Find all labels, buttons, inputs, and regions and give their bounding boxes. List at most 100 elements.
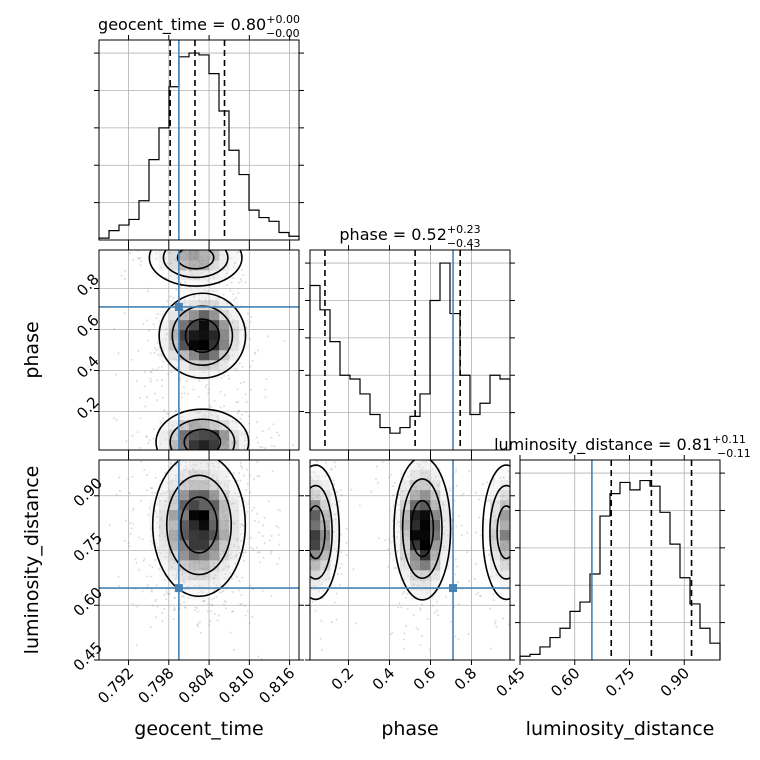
- scatter-point: [389, 473, 392, 476]
- scatter-point: [237, 410, 240, 413]
- scatter-point: [338, 499, 341, 502]
- scatter-point: [183, 392, 186, 395]
- scatter-point: [238, 281, 241, 284]
- scatter-point: [165, 332, 168, 335]
- scatter-point: [333, 483, 336, 486]
- density-cell: [189, 340, 200, 351]
- density-cell: [310, 530, 321, 541]
- scatter-point: [437, 485, 440, 488]
- scatter-point: [193, 296, 196, 299]
- density-cell: [179, 270, 190, 281]
- scatter-point: [513, 502, 515, 504]
- scatter-point: [146, 339, 149, 342]
- density-cell: [199, 560, 210, 571]
- density-cell: [330, 560, 341, 571]
- scatter-point: [431, 604, 434, 607]
- density-cell: [430, 580, 441, 591]
- contour-line: [169, 418, 236, 450]
- scatter-point: [237, 465, 239, 467]
- density-cell: [159, 500, 170, 511]
- scatter-point: [240, 328, 243, 331]
- scatter-point: [484, 518, 487, 521]
- scatter-point: [197, 591, 200, 594]
- scatter-point: [485, 430, 487, 432]
- scatter-point: [150, 588, 153, 591]
- density-cell: [480, 520, 491, 531]
- scatter-point: [277, 533, 280, 536]
- scatter-point: [199, 455, 201, 457]
- scatter-point: [141, 538, 144, 541]
- scatter-point: [235, 421, 238, 424]
- scatter-point: [270, 550, 273, 553]
- scatter-point: [398, 493, 401, 496]
- density-cell: [219, 430, 230, 441]
- scatter-point: [224, 483, 227, 486]
- scatter-point: [256, 551, 259, 554]
- scatter-point: [474, 562, 477, 565]
- scatter-point: [204, 297, 207, 300]
- density-cell: [209, 310, 220, 321]
- scatter-point: [212, 581, 215, 584]
- scatter-point: [407, 475, 410, 478]
- density-cell: [179, 470, 190, 481]
- scatter-point: [513, 540, 515, 542]
- scatter-point: [387, 548, 390, 551]
- scatter-point: [197, 411, 200, 414]
- scatter-point: [418, 464, 421, 467]
- scatter-point: [212, 577, 215, 580]
- scatter-point: [294, 534, 296, 536]
- scatter-point: [308, 522, 310, 524]
- scatter-point: [203, 457, 205, 459]
- scatter-point: [200, 271, 203, 274]
- scatter-point: [398, 521, 401, 524]
- scatter-point: [156, 503, 159, 506]
- density-cell: [209, 500, 220, 511]
- scatter-point: [211, 476, 214, 479]
- scatter-point: [205, 290, 208, 293]
- scatter-point: [231, 610, 234, 613]
- scatter-point: [492, 480, 495, 483]
- scatter-point: [214, 663, 216, 665]
- density-cell: [430, 490, 441, 501]
- panel-border: [309, 249, 511, 451]
- density-cell: [500, 580, 510, 591]
- scatter-point: [170, 274, 173, 277]
- hist-panel-phase: phase = 0.52+0.23−0.43: [305, 223, 515, 455]
- scatter-point: [455, 485, 458, 488]
- density-cell: [199, 550, 210, 561]
- density-cell: [169, 430, 180, 441]
- density-cell: [189, 270, 200, 281]
- scatter-point: [329, 504, 332, 507]
- scatter-point: [453, 499, 456, 502]
- density-cell: [209, 580, 220, 591]
- scatter-point: [165, 333, 168, 336]
- scatter-point: [238, 362, 241, 365]
- density-cell: [199, 410, 210, 421]
- scatter-point: [142, 322, 145, 325]
- scatter-point: [166, 543, 169, 546]
- scatter-point: [202, 232, 204, 234]
- scatter-point: [118, 476, 121, 479]
- density-cell: [199, 490, 210, 501]
- scatter-point: [164, 438, 167, 441]
- density-cell: [189, 550, 200, 561]
- scatter-point: [432, 440, 434, 442]
- density-cell: [199, 570, 210, 581]
- scatter-point: [113, 327, 116, 330]
- scatter-point: [219, 406, 222, 409]
- scatter-point: [401, 683, 403, 685]
- density-cell: [199, 500, 210, 511]
- scatter-point: [231, 404, 233, 406]
- scatter-point: [149, 246, 151, 248]
- scatter-point: [312, 457, 314, 459]
- panel-luminosity_distance-vs-geocent_time: 0.450.600.750.900.7920.7980.8040.8100.81…: [70, 404, 304, 707]
- scatter-point: [229, 257, 232, 260]
- scatter-point: [235, 228, 237, 230]
- scatter-point: [345, 554, 348, 557]
- scatter-point: [521, 521, 523, 523]
- scatter-point: [165, 500, 168, 503]
- scatter-point: [150, 528, 153, 531]
- density-cell: [229, 560, 240, 571]
- scatter-point: [135, 379, 138, 382]
- scatter-point: [227, 374, 230, 377]
